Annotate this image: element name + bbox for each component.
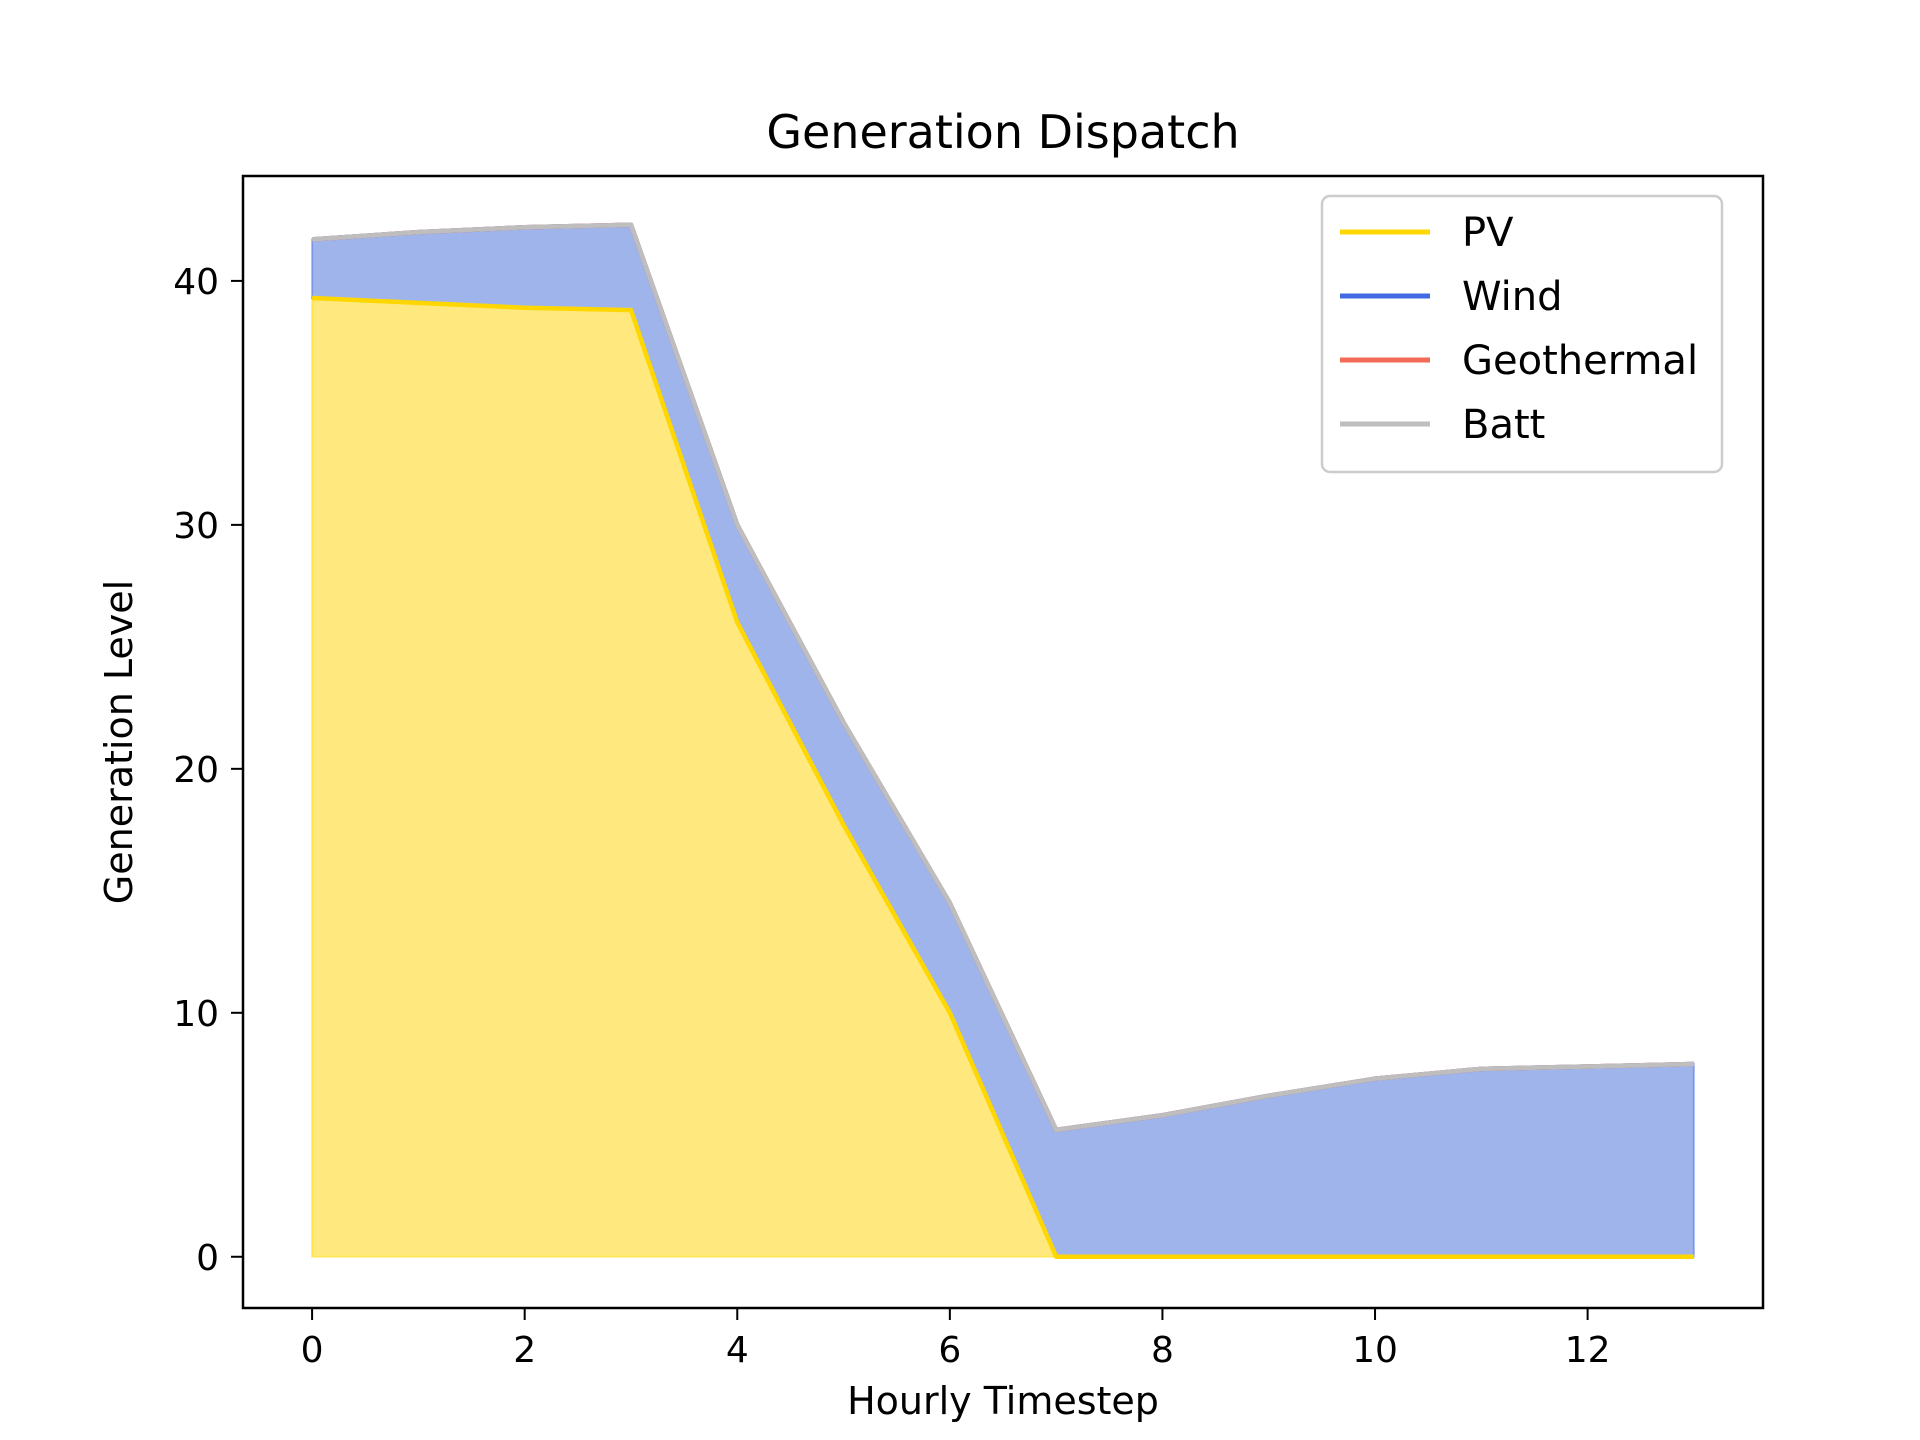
- plot-frame: [241, 174, 1765, 1310]
- y-tick-label: 10: [173, 994, 219, 1035]
- x-axis-label: Hourly Timestep: [847, 1379, 1159, 1423]
- y-axis-ticks: 0 10 20 30 40: [173, 262, 243, 1279]
- legend-label-geothermal: Geothermal: [1462, 338, 1698, 384]
- x-tick-label: 0: [301, 1330, 324, 1371]
- line-pv: [311, 295, 1694, 1260]
- x-tick-label: 2: [513, 1330, 536, 1371]
- chart-legend: PV Wind Geothermal Batt: [1320, 194, 1724, 474]
- y-tick-label: 0: [196, 1238, 219, 1279]
- y-tick-label: 30: [173, 506, 219, 547]
- series-lines: [311, 222, 1694, 1260]
- x-tick-label: 4: [726, 1330, 749, 1371]
- y-tick-label: 40: [173, 262, 219, 303]
- x-tick-label: 6: [938, 1330, 961, 1371]
- legend-label-pv: PV: [1462, 210, 1514, 256]
- y-axis-label: Generation Level: [97, 580, 141, 904]
- x-tick-label: 10: [1352, 1330, 1398, 1371]
- legend-label-wind: Wind: [1462, 274, 1563, 320]
- chart-title: Generation Dispatch: [766, 105, 1239, 159]
- x-axis-ticks: 0 2 4 6 8 10 12: [301, 1308, 1611, 1371]
- x-tick-label: 12: [1565, 1330, 1611, 1371]
- legend-label-batt: Batt: [1462, 402, 1545, 448]
- legend-box: [1320, 194, 1724, 474]
- x-tick-label: 8: [1151, 1330, 1174, 1371]
- y-tick-label: 20: [173, 750, 219, 791]
- line-batt: [311, 222, 1694, 1133]
